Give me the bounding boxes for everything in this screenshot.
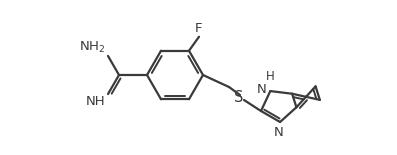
Text: H: H bbox=[266, 70, 275, 83]
Text: NH$_2$: NH$_2$ bbox=[79, 40, 105, 55]
Text: S: S bbox=[234, 89, 244, 104]
Text: F: F bbox=[195, 22, 203, 35]
Text: N: N bbox=[256, 83, 266, 96]
Text: NH: NH bbox=[85, 95, 105, 108]
Text: N: N bbox=[274, 126, 284, 139]
